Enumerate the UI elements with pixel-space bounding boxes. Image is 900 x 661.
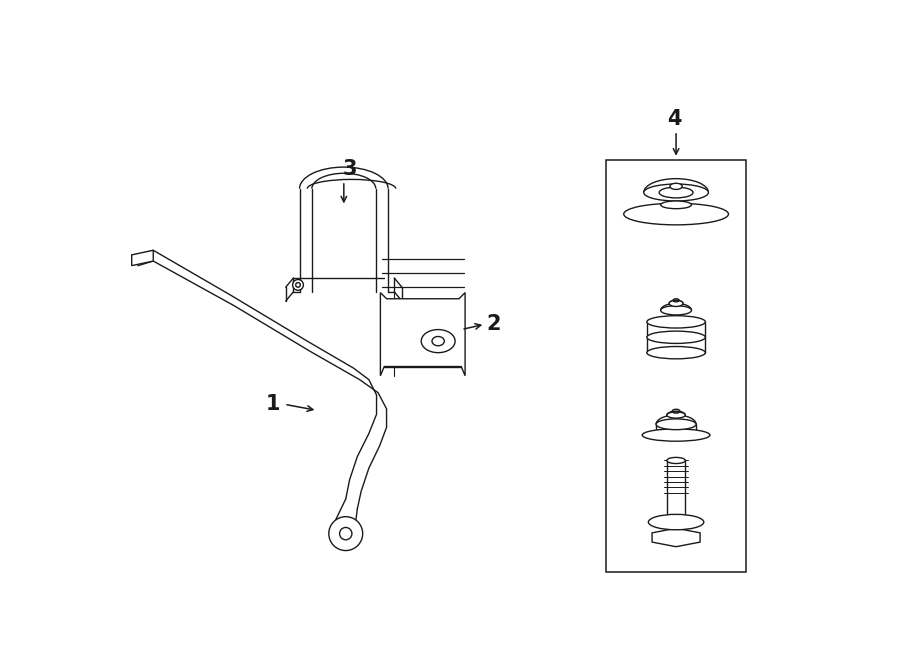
Polygon shape (652, 528, 700, 547)
Ellipse shape (647, 331, 706, 344)
Ellipse shape (659, 187, 693, 198)
Ellipse shape (421, 330, 455, 353)
Circle shape (328, 517, 363, 551)
Text: 1: 1 (266, 394, 280, 414)
Ellipse shape (647, 346, 706, 359)
Polygon shape (131, 251, 153, 266)
Ellipse shape (661, 305, 691, 315)
Circle shape (292, 280, 303, 290)
Ellipse shape (624, 204, 728, 225)
Ellipse shape (667, 457, 685, 463)
Ellipse shape (644, 184, 708, 201)
Ellipse shape (661, 201, 691, 209)
Ellipse shape (670, 183, 682, 190)
Ellipse shape (648, 514, 704, 529)
Ellipse shape (656, 419, 696, 430)
Polygon shape (381, 293, 465, 375)
Ellipse shape (670, 300, 683, 307)
Text: 4: 4 (667, 109, 682, 130)
Text: 2: 2 (487, 314, 501, 334)
Text: 3: 3 (342, 159, 356, 179)
Bar (606, 160, 746, 572)
Ellipse shape (647, 316, 706, 328)
Ellipse shape (667, 412, 685, 418)
Ellipse shape (643, 429, 710, 442)
